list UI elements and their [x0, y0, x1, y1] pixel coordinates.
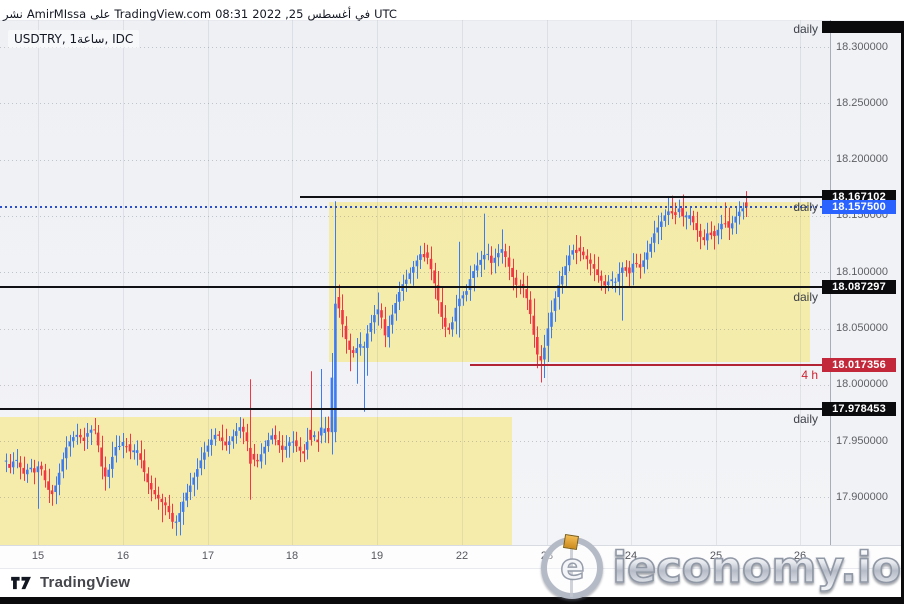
level-label: daily — [793, 290, 818, 304]
time-axis-label: 22 — [455, 550, 469, 562]
right-frame-border — [901, 21, 904, 597]
attribution-part: في — [355, 7, 371, 21]
bottom-frame-border — [0, 597, 904, 604]
watermark-text: ieconomy.io — [612, 540, 902, 596]
attribution-text: نشر AmirMIssa على TradingView.com 08:31 2022 … — [3, 7, 397, 23]
time-axis-label: 15 — [31, 550, 45, 562]
attribution-part: UTC — [374, 7, 397, 21]
attribution-part: 08:31 — [215, 7, 249, 21]
attribution-part: TradingView.com — [114, 7, 212, 21]
tradingview-brand[interactable]: TradingView — [10, 574, 130, 591]
time-axis-label: 17 — [201, 550, 215, 562]
price-badge: 18.087297 — [822, 280, 896, 294]
watermark-logo-icon: e — [541, 533, 604, 599]
symbol-legend[interactable]: USDTRY, 1ساعة, IDC — [8, 30, 140, 48]
time-axis-label: 19 — [370, 550, 384, 562]
watermark-gold-square-icon — [563, 533, 580, 551]
price-badge: 18.017356 — [822, 358, 896, 372]
highlight-zone[interactable] — [0, 417, 512, 545]
top-price-box — [822, 21, 904, 33]
time-axis-label: 25 — [710, 550, 722, 562]
time-axis-label: 24 — [625, 550, 637, 562]
legend-symbol: USDTRY, 1 — [14, 32, 78, 46]
price-axis-label: 18.050000 — [836, 322, 888, 334]
price-axis-label: 18.100000 — [836, 266, 888, 278]
price-axis-label: 18.200000 — [836, 153, 888, 165]
attribution-part: على — [90, 7, 111, 21]
time-axis[interactable] — [0, 545, 904, 569]
attribution-part: أغسطس — [307, 7, 352, 21]
attribution-part: AmirMIssa — [26, 7, 87, 21]
candles — [4, 191, 748, 536]
price-badge: 17.978453 — [822, 402, 896, 416]
price-badge: 18.157500 — [822, 200, 896, 214]
price-axis-label: 18.000000 — [836, 378, 888, 390]
tradingview-brand-label: TradingView — [40, 574, 131, 591]
time-axis-label: 26 — [794, 550, 806, 562]
level-label-pinned: daily — [793, 22, 818, 36]
level-label: daily — [793, 200, 818, 214]
price-axis-label: 18.250000 — [836, 97, 888, 109]
legend-feed: , IDC — [104, 32, 134, 46]
time-axis-label: 18 — [285, 550, 299, 562]
time-axis-label: 16 — [116, 550, 130, 562]
legend-interval: ساعة — [77, 32, 105, 46]
tradingview-logo-icon — [10, 575, 33, 591]
price-axis-label: 17.900000 — [836, 491, 888, 503]
footer-bar — [0, 568, 904, 598]
price-axis-label: 18.300000 — [836, 41, 888, 53]
price-axis-label: 17.950000 — [836, 435, 888, 447]
level-label: daily — [793, 412, 818, 426]
watermark-logo-letter: e — [559, 547, 585, 588]
watermark: e ieconomy.io — [541, 533, 902, 599]
level-label: 4 h — [801, 368, 818, 382]
attribution-part: 2022 ,25 — [252, 7, 304, 21]
attribution-part: نشر — [3, 7, 23, 21]
highlight-zone[interactable] — [329, 202, 810, 362]
